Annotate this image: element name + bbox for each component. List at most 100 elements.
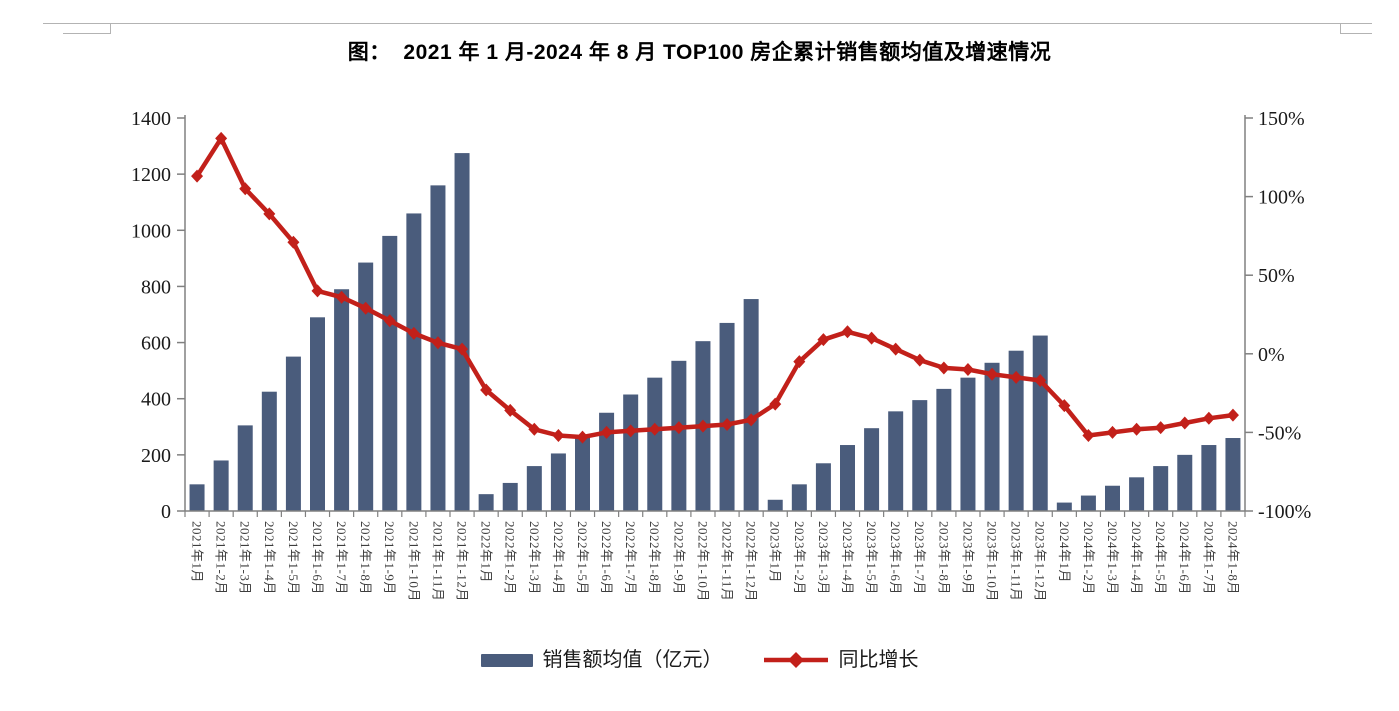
right-axis-label: 100% [1258,187,1305,209]
x-axis-label: 2023年1月 [768,521,783,583]
x-axis-label: 2022年1-2月 [503,521,518,595]
x-axis-label: 2024年1-7月 [1201,521,1216,595]
bar [815,463,831,511]
diamond-marker [600,425,613,439]
diamond-marker [913,353,926,367]
diamond-marker [769,397,782,411]
bar [912,400,928,511]
x-axis-label: 2021年1-6月 [310,521,325,595]
bar [1080,495,1096,511]
diamond-marker [1226,408,1239,422]
right-axis-label: -100% [1258,501,1311,523]
left-axis-label: 1200 [131,164,171,186]
diamond-marker [841,325,854,339]
x-axis-label: 2023年1-4月 [840,521,855,595]
x-axis-label: 2021年1-12月 [454,521,469,602]
x-axis-label: 2021年1-9月 [382,521,397,595]
left-axis-label: 600 [141,333,171,355]
bar [984,362,1000,511]
left-axis-label: 400 [141,389,171,411]
bar [743,299,759,511]
table-border-right-notch-h [1340,33,1372,34]
bar [791,484,807,511]
x-axis-label: 2023年1-11月 [1009,521,1024,601]
x-axis-label: 2021年1-7月 [334,521,349,595]
x-axis-label: 2021年1-10月 [406,521,421,602]
x-axis-label: 2024年1月 [1057,521,1072,583]
x-axis-label: 2023年1-3月 [816,521,831,595]
x-axis-label: 2021年1-2月 [214,521,229,595]
x-axis-label: 2023年1-5月 [864,521,879,595]
diamond-marker [624,424,637,438]
x-axis-label: 2021年1-4月 [262,521,277,595]
diamond-marker [1058,399,1071,413]
x-axis-label: 2023年1-10月 [984,521,999,602]
chart-legend: 销售额均值（亿元） 同比增长 [0,650,1399,670]
right-axis-label: 150% [1258,108,1305,130]
x-axis-label: 2023年1-6月 [888,521,903,595]
diamond-marker [576,430,589,444]
left-axis-label: 0 [161,501,171,523]
diamond-marker [745,413,758,427]
x-axis-label: 2022年1-5月 [575,521,590,595]
bar [840,445,855,511]
diamond-marker [889,342,902,356]
diamond-marker [817,333,830,347]
diamond-marker [191,169,204,183]
bar [189,484,205,511]
bar [1056,502,1072,511]
left-axis-label: 1400 [131,108,171,130]
table-border-right-notch-v [1340,23,1341,34]
diamond-marker [1178,416,1191,430]
table-border-left-notch-h [63,33,111,34]
diamond-marker [1154,421,1167,435]
line-series-swatch [763,652,828,668]
right-axis-label: 0% [1258,344,1285,366]
bar [575,436,590,511]
x-axis-label: 2021年1-8月 [358,521,373,595]
bar [1153,466,1169,511]
diamond-marker [721,418,734,432]
bar [888,411,904,511]
diamond-marker [263,207,276,221]
bar [334,289,350,511]
bar [671,360,687,511]
bar [502,482,518,511]
bar [213,460,229,511]
bar [1129,477,1145,511]
diamond-marker [504,403,517,417]
bar [550,453,566,511]
left-axis-label: 200 [141,445,171,467]
diamond-marker [696,419,709,433]
left-axis-label: 1000 [131,220,171,242]
bar [526,466,542,511]
diamond-marker [1010,370,1023,384]
bar [1032,335,1048,511]
diamond-marker [1130,422,1143,436]
x-axis-label: 2022年1-10月 [695,521,710,602]
growth-line [194,136,1236,440]
x-axis-label: 2022年1-4月 [551,521,566,595]
diamond-marker [215,131,228,145]
x-axis-label: 2023年1-9月 [960,521,975,595]
bar [647,377,663,511]
x-axis-label: 2023年1-7月 [912,521,927,595]
bar [599,412,615,511]
bar [1177,454,1193,511]
x-axis-label: 2022年1-9月 [671,521,686,595]
legend-item-sales: 销售额均值（亿元） [480,650,723,670]
x-axis-label: 2021年1-5月 [286,521,301,595]
diamond-marker [793,355,806,369]
diamond-marker [961,363,974,377]
diamond-marker [239,182,252,196]
diamond-marker [407,326,420,340]
bar [237,425,253,511]
bar [310,317,325,511]
bar [454,153,470,511]
diamond-marker [456,342,469,356]
x-axis-label: 2022年1月 [479,521,494,583]
x-axis-label: 2021年1-3月 [238,521,253,595]
x-axis-label: 2024年1-6月 [1177,521,1192,595]
